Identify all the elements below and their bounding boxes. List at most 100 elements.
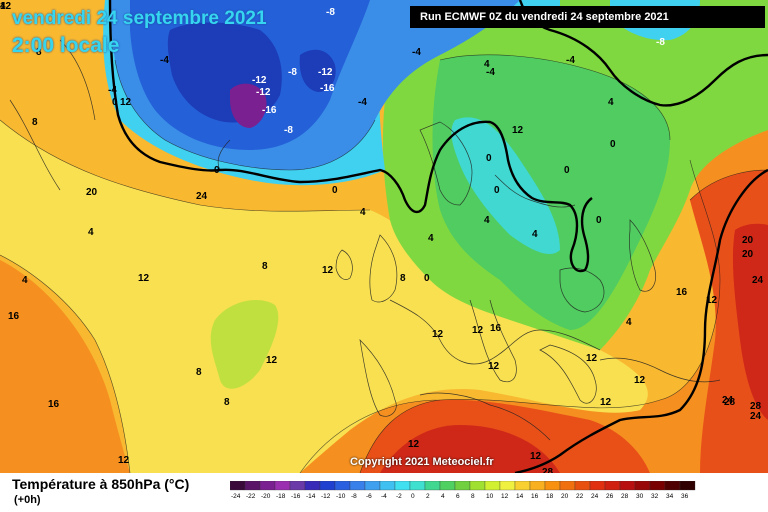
contour-label: 12 [322,265,334,276]
contour-label: 4 [360,207,366,218]
scale-tick-label: 28 [621,493,629,499]
contour-label: 4 [484,59,490,70]
contour-label: 4 [88,227,94,238]
contour-label: -12 [318,67,333,78]
legend-panel [0,473,768,512]
scale-swatch [679,481,696,491]
scale-swatch [334,481,351,491]
scale-swatch [454,481,471,491]
contour-label: 24 [722,395,734,406]
scale-swatch [364,481,381,491]
contour-label: -12 [256,87,271,98]
color-scale: -24 -22 -20 -18 -16 -14 -12 -10 -8 -6 -4 -2 0 2 4 6 8 10 1… [230,481,696,499]
contour-label: 0 [610,139,616,150]
scale-tick-label: 2 [426,493,430,499]
scale-swatch [589,481,606,491]
contour-label: 28 [724,397,736,408]
map-local-time: 2:00 locale [12,34,120,57]
scale-tick-label: -22 [246,493,256,499]
scale-swatch [604,481,621,491]
scale-swatch [559,481,576,491]
scale-swatch [349,481,366,491]
contour-label: 4 [484,215,490,226]
scale-tick-label: 24 [591,493,599,499]
scale-tick-label: -16 [291,493,301,499]
scale-tick-label: -24 [231,493,241,499]
contour-label: -8 [656,37,665,48]
contour-label: 24 [752,275,764,286]
contour-label: 0 [486,153,492,164]
scale-swatch [649,481,666,491]
isotherm-0-line-top [518,0,768,107]
contour-label: 12 [512,125,524,136]
contour-label: 12 [266,355,278,366]
scale-tick-label: 30 [636,493,644,499]
scale-swatch [409,481,426,491]
contour-label: 12 [138,273,150,284]
contour-label: 16 [676,287,688,298]
scale-swatch [499,481,516,491]
scale-tick-label: 18 [546,493,554,499]
run-info-box: Run ECMWF 0Z du vendredi 24 septembre 20… [410,6,765,28]
scale-tick-label: 14 [516,493,524,499]
scale-swatch [634,481,651,491]
scale-swatch [394,481,411,491]
scale-tick-label: -12 [321,493,331,499]
scale-swatch [274,481,291,491]
contour-label: 8 [224,397,230,408]
scale-swatch [289,481,306,491]
contour-label: -4 [160,55,169,66]
contour-label: 24 [750,411,762,422]
contour-label: -4 [486,67,495,78]
contour-label: -4 [566,55,575,66]
scale-tick-label: -14 [306,493,316,499]
scale-swatch [439,481,456,491]
contour-label: 12 [472,325,484,336]
legend-subtitle: (+0h) [14,494,41,506]
contour-label: 4 [22,275,28,286]
field-yellow [0,120,648,473]
field-purple-n [230,83,267,128]
scale-swatch [619,481,636,491]
contour-label: -16 [320,83,335,94]
contour-label: 20 [742,249,754,260]
scale-tick-label: -18 [276,493,286,499]
isotherm-0-line [108,0,593,273]
scale-swatch [304,481,321,491]
scale-tick-label: 4 [441,493,445,499]
scale-tick-label: 26 [606,493,614,499]
contour-label: 12 [530,451,542,462]
scale-tick-label: -8 [351,493,357,499]
contour-label: -8 [284,125,293,136]
contour-label: 12 [432,329,444,340]
contour-label: -4 [108,85,117,96]
contour-label: 12 [120,97,132,108]
contour-label: 20 [86,187,98,198]
contour-label: 8 [36,47,42,58]
contour-label: 12 [586,353,598,364]
scale-tick-label: 12 [501,493,509,499]
scale-tick-label: 8 [471,493,475,499]
scale-swatch [469,481,486,491]
contour-label: -4 [358,97,367,108]
contour-label: 28 [542,467,554,473]
contour-label: -8 [288,67,297,78]
scale-tick-label: -10 [336,493,346,499]
scale-swatch [244,481,261,491]
map-date-title: vendredi 24 septembre 2021 [12,8,267,29]
scale-swatch [664,481,681,491]
contour-label: 0 [564,165,570,176]
scale-swatch [484,481,501,491]
contour-label: 0 [332,185,338,196]
scale-swatch [259,481,276,491]
scale-swatch [529,481,546,491]
scale-tick-label: 20 [561,493,569,499]
contour-label: 12 [0,1,12,12]
scale-swatch [514,481,531,491]
contour-label: 16 [490,323,502,334]
legend-title: Température à 850hPa (°C) [12,476,190,492]
contour-label: 4 [0,1,6,12]
contour-label: 20 [742,235,754,246]
contour-label: 12 [634,375,646,386]
field-darkred-e [732,223,768,420]
